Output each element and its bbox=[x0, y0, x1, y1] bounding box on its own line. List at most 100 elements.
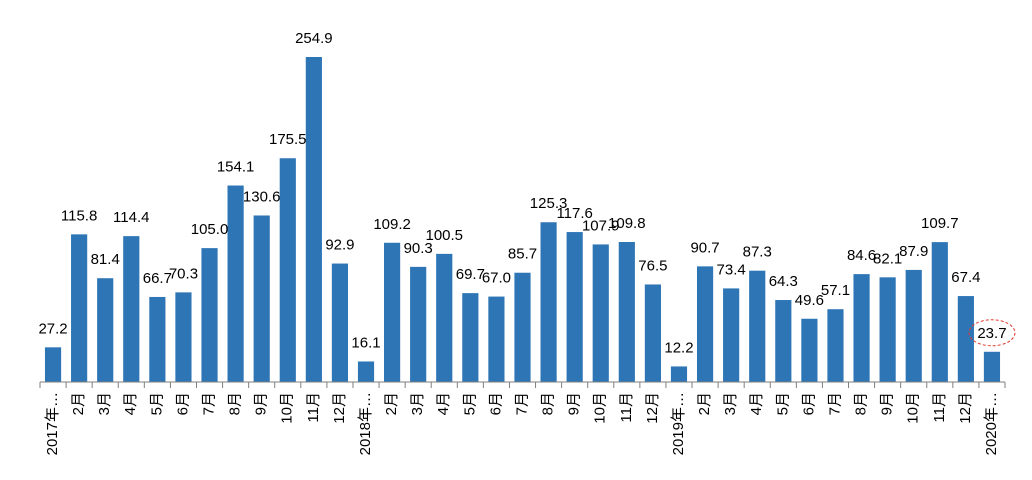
bar-9 bbox=[279, 158, 296, 382]
x-tick-label-36: 2020年… bbox=[983, 392, 1000, 455]
value-label-1: 115.8 bbox=[61, 207, 97, 224]
value-label-10: 254.9 bbox=[295, 30, 333, 47]
bar-13 bbox=[384, 242, 401, 382]
value-label-28: 64.3 bbox=[769, 273, 798, 290]
highlight-ellipse bbox=[968, 319, 1016, 347]
bar-34 bbox=[931, 242, 948, 382]
bar-7 bbox=[227, 185, 244, 382]
x-tick-label-15: 4月 bbox=[435, 392, 452, 415]
value-label-20: 117.6 bbox=[556, 205, 592, 222]
x-tick-label-21: 10月 bbox=[592, 392, 609, 424]
x-tick-label-19: 8月 bbox=[540, 392, 557, 415]
value-label-8: 130.6 bbox=[243, 188, 281, 205]
x-tick-label-1: 2月 bbox=[70, 392, 87, 415]
bar-15 bbox=[436, 253, 453, 382]
x-tick-label-6: 7月 bbox=[200, 392, 217, 415]
value-label-11: 92.9 bbox=[325, 237, 354, 254]
bar-21 bbox=[592, 244, 609, 382]
bar-5 bbox=[175, 292, 192, 382]
x-tick-label-34: 11月 bbox=[931, 392, 948, 423]
x-tick-label-25: 2月 bbox=[696, 392, 713, 415]
x-tick-label-12: 2018年… bbox=[357, 392, 374, 455]
x-tick-label-30: 7月 bbox=[826, 392, 843, 415]
bar-26 bbox=[723, 288, 740, 382]
x-tick-label-29: 6月 bbox=[800, 392, 817, 415]
x-tick-label-32: 9月 bbox=[879, 392, 896, 415]
value-label-18: 85.7 bbox=[508, 246, 537, 263]
value-label-22: 109.8 bbox=[608, 215, 646, 232]
x-tick-label-8: 9月 bbox=[253, 392, 270, 415]
value-labels-group: 27.2 115.8 81.4 114.4 66.770.3 105.0 154.1 130.… bbox=[38, 30, 1006, 356]
x-tick-label-35: 12月 bbox=[957, 392, 974, 424]
value-label-25: 90.7 bbox=[690, 239, 719, 256]
x-axis-tick-labels: 2017年… 2月 3月 4月 5月 6月 7月 8月 9月 10月 11月 12月 2018年… 2月 3… bbox=[44, 392, 1000, 455]
highlight-group bbox=[968, 319, 1016, 347]
value-label-3: 114.4 bbox=[113, 209, 149, 226]
bar-25 bbox=[696, 266, 714, 382]
x-tick-label-16: 5月 bbox=[461, 392, 478, 415]
bar-20 bbox=[566, 232, 583, 382]
x-tick-label-26: 3月 bbox=[722, 392, 739, 415]
x-tick-label-18: 7月 bbox=[513, 392, 530, 415]
x-tick-label-10: 11月 bbox=[305, 392, 322, 423]
value-label-12: 16.1 bbox=[351, 334, 380, 351]
value-label-26: 73.4 bbox=[717, 261, 746, 278]
x-tick-label-14: 3月 bbox=[409, 392, 426, 415]
value-label-31: 84.6 bbox=[847, 247, 876, 264]
bar-31 bbox=[853, 274, 870, 382]
bar-14 bbox=[410, 266, 427, 382]
value-label-14: 90.3 bbox=[404, 240, 433, 257]
bar-23 bbox=[644, 284, 661, 382]
x-tick-label-4: 5月 bbox=[148, 392, 165, 415]
x-tick-label-3: 4月 bbox=[122, 392, 139, 415]
bar-36 bbox=[983, 351, 1001, 382]
value-label-7: 154.1 bbox=[217, 159, 255, 176]
bar-8 bbox=[253, 215, 270, 382]
value-label-19: 125.3 bbox=[530, 195, 568, 212]
bar-0 bbox=[44, 347, 62, 382]
value-label-0: 27.2 bbox=[38, 320, 67, 337]
value-label-27: 87.3 bbox=[743, 244, 772, 261]
bar-10 bbox=[305, 57, 322, 382]
x-tick-label-33: 10月 bbox=[905, 392, 922, 424]
value-label-17: 67.0 bbox=[482, 270, 511, 287]
x-tick-label-22: 11月 bbox=[618, 392, 635, 423]
bar-30 bbox=[827, 309, 844, 382]
value-label-2: 81.4 bbox=[91, 251, 120, 268]
x-tick-label-31: 8月 bbox=[853, 392, 870, 415]
bar-33 bbox=[905, 269, 922, 382]
bar-6 bbox=[201, 248, 218, 382]
bar-32 bbox=[879, 277, 896, 382]
value-label-23: 76.5 bbox=[638, 257, 667, 274]
bar-2 bbox=[97, 278, 114, 382]
value-label-6: 105.0 bbox=[191, 221, 229, 238]
x-tick-label-23: 12月 bbox=[644, 392, 661, 424]
value-label-33: 87.9 bbox=[899, 243, 928, 260]
bar-19 bbox=[540, 222, 557, 382]
bar-3 bbox=[123, 236, 140, 382]
value-label-13: 109.2 bbox=[373, 216, 411, 233]
bar-29 bbox=[801, 318, 818, 382]
x-tick-label-0: 2017年… bbox=[44, 392, 61, 455]
bar-27 bbox=[749, 270, 766, 382]
x-tick-label-5: 6月 bbox=[174, 392, 191, 415]
bar-22 bbox=[618, 242, 635, 382]
bars-group bbox=[44, 57, 1001, 382]
value-label-24: 12.2 bbox=[664, 339, 693, 356]
value-label-29: 49.6 bbox=[795, 292, 824, 309]
bar-35 bbox=[957, 296, 974, 382]
x-tick-label-11: 12月 bbox=[331, 392, 348, 424]
value-label-36: 23.7 bbox=[977, 325, 1006, 342]
x-axis-ticks bbox=[39, 382, 1006, 388]
bar-17 bbox=[488, 296, 505, 382]
value-label-15: 100.5 bbox=[425, 227, 463, 244]
value-label-35: 67.4 bbox=[951, 269, 980, 286]
bar-1 bbox=[71, 234, 88, 382]
bar-28 bbox=[775, 300, 792, 382]
bar-4 bbox=[149, 296, 166, 382]
x-tick-label-24: 2019年… bbox=[670, 392, 687, 455]
bar-18 bbox=[514, 272, 531, 382]
value-label-9: 175.5 bbox=[269, 131, 307, 148]
